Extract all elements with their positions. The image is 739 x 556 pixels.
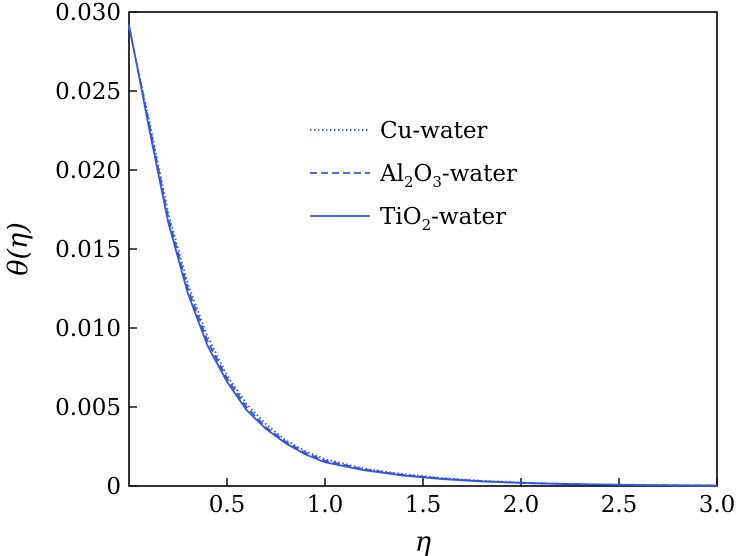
series-line-tio2-water [128, 24, 718, 487]
x-tick-label: 2.5 [601, 492, 638, 518]
y-tick-label: 0 [106, 474, 121, 500]
y-tick-label: 0.005 [55, 395, 121, 421]
y-tick-label: 0.010 [55, 316, 121, 342]
y-axis-label: θ(η) [3, 222, 34, 276]
x-tick-label: 2.0 [503, 492, 540, 518]
series-line-al2o3-water [128, 26, 718, 487]
x-tick-label: 0.5 [209, 492, 246, 518]
series-lines [128, 24, 718, 487]
y-tick-label: 0.030 [55, 0, 121, 26]
x-axis-label: η [415, 527, 431, 556]
x-tick-label: 3.0 [699, 492, 736, 518]
legend-label-cu-water: Cu-water [380, 118, 487, 144]
y-tick-label: 0.020 [55, 158, 121, 184]
legend: Cu-water Al2O3-water TiO2-water [310, 118, 517, 234]
plot-frame [128, 11, 718, 487]
legend-label-tio2-water: TiO2-water [380, 204, 506, 234]
x-axis-ticks: 0.5 1.0 1.5 2.0 2.5 3.0 [209, 478, 736, 518]
y-tick-label: 0.015 [55, 237, 121, 263]
x-tick-label: 1.5 [405, 492, 442, 518]
legend-label-al2o3-water: Al2O3-water [379, 161, 517, 191]
y-tick-label: 0.025 [55, 79, 121, 105]
y-axis-ticks: 0 0.005 0.010 0.015 0.020 0.025 0.030 [55, 0, 137, 500]
x-tick-label: 1.0 [307, 492, 344, 518]
series-line-cu-water [128, 27, 718, 487]
